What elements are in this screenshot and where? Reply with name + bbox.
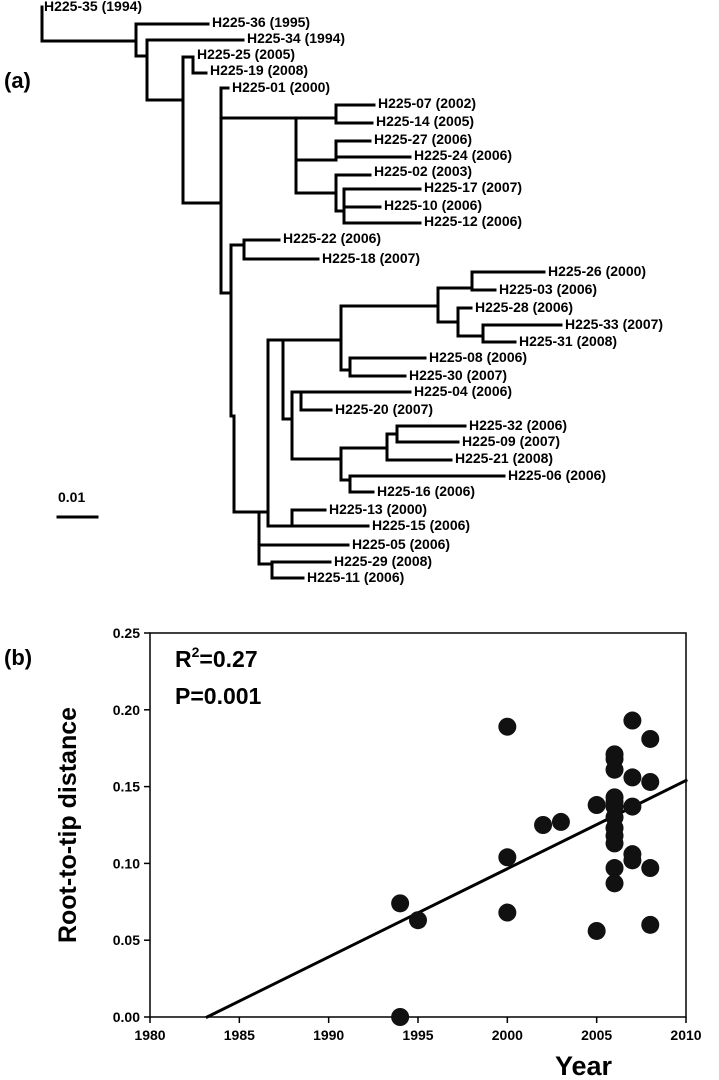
x-axis-title: Year <box>555 1051 613 1080</box>
data-point <box>641 729 660 748</box>
tree-leaf-label: H225-16 (2006) <box>377 483 475 499</box>
data-point <box>623 768 642 787</box>
x-tick-label: 2010 <box>670 1027 701 1043</box>
tree-leaf-label: H225-24 (2006) <box>414 147 512 163</box>
tree-leaf-label: H225-22 (2006) <box>283 230 381 246</box>
y-axis-ticks: 0.00 0.05 0.10 0.15 0.20 0.25 <box>113 625 150 1025</box>
data-point <box>534 816 553 834</box>
x-tick-label: 1985 <box>224 1027 255 1043</box>
tree-leaf-label: H225-04 (2006) <box>414 383 512 399</box>
y-tick-label: 0.10 <box>113 855 140 871</box>
data-point <box>587 921 606 940</box>
tree-leaf-label: H225-05 (2006) <box>352 536 450 552</box>
tree-leaf-label: H225-20 (2007) <box>335 401 433 417</box>
y-tick-label: 0.05 <box>113 932 140 948</box>
tree-leaf-label: H225-03 (2006) <box>499 281 597 297</box>
data-point <box>587 796 606 815</box>
tree-leaf-label: H225-18 (2007) <box>322 250 420 266</box>
tree-branches <box>40 5 563 580</box>
data-point <box>641 772 660 791</box>
tree-leaf-label: H225-27 (2006) <box>374 131 472 147</box>
tree-leaf-label: H225-30 (2007) <box>409 367 507 383</box>
panel-a-phylogenetic-tree: (a) H225-35 (1994) H225-36 (1995)H225-34 … <box>4 0 663 585</box>
tree-leaf-labels: H225-35 (1994) H225-36 (1995)H225-34 (199… <box>44 0 663 585</box>
tree-leaf-label: H225-12 (2006) <box>424 213 522 229</box>
data-point <box>498 903 517 922</box>
y-tick-label: 0.00 <box>113 1009 140 1025</box>
data-point <box>623 711 642 730</box>
data-point <box>391 894 410 913</box>
data-point <box>623 797 642 816</box>
tree-leaf-label: H225-13 (2000) <box>329 501 427 517</box>
tree-leaf-label: H225-21 (2008) <box>455 450 553 466</box>
tree-leaf-label: H225-06 (2006) <box>508 467 606 483</box>
tree-leaf-label: H225-26 (2000) <box>548 263 646 279</box>
y-tick-label: 0.25 <box>113 625 140 641</box>
y-tick-label: 0.15 <box>113 779 140 795</box>
data-point <box>605 760 624 779</box>
tree-leaf-label: H225-02 (2003) <box>374 163 472 179</box>
data-point <box>391 1008 410 1026</box>
data-point <box>641 859 660 878</box>
x-tick-label: 2005 <box>581 1027 612 1043</box>
tree-leaf-label: H225-10 (2006) <box>384 197 482 213</box>
data-point <box>409 911 427 930</box>
tree-leaf-label: H225-09 (2007) <box>462 433 560 449</box>
data-point <box>605 834 624 853</box>
tree-leaf-label: H225-32 (2006) <box>469 417 567 433</box>
data-point <box>623 851 642 870</box>
tree-leaf-label: H225-33 (2007) <box>565 316 663 332</box>
panel-b-label: (b) <box>4 645 32 670</box>
tree-leaf-label: H225-15 (2006) <box>372 517 470 533</box>
tree-leaf-label: H225-14 (2005) <box>376 113 474 129</box>
tree-leaf-label: H225-07 (2002) <box>378 95 476 111</box>
tree-leaf-label: H225-25 (2005) <box>197 46 295 62</box>
x-tick-label: 2000 <box>492 1027 523 1043</box>
y-axis-title: Root-to-tip distance <box>54 707 82 943</box>
data-points <box>391 711 660 1026</box>
tree-leaf-label: H225-19 (2008) <box>210 62 308 78</box>
r-squared-annotation: R2=0.27 <box>175 644 258 672</box>
tree-leaf-label: H225-08 (2006) <box>429 349 527 365</box>
tree-leaf-label: H225-31 (2008) <box>519 333 617 349</box>
scale-bar-label: 0.01 <box>58 489 85 505</box>
panel-a-label: (a) <box>4 68 31 93</box>
x-tick-label: 1980 <box>134 1027 165 1043</box>
data-point <box>641 915 660 934</box>
tree-leaf-label: H225-35 (1994) <box>44 0 142 14</box>
tree-leaf-label: H225-34 (1994) <box>247 30 345 46</box>
tree-leaf-label: H225-28 (2006) <box>475 299 573 315</box>
x-axis-ticks: 1980 1985 1990 1995 2000 2005 2010 <box>134 1017 702 1043</box>
data-point <box>498 848 517 867</box>
data-point <box>605 859 624 878</box>
tree-leaf-label: H225-36 (1995) <box>212 14 310 30</box>
data-point <box>605 874 624 893</box>
p-value-annotation: P=0.001 <box>175 683 262 709</box>
x-tick-label: 1995 <box>402 1027 433 1043</box>
tree-leaf-label: H225-01 (2000) <box>232 79 330 95</box>
tree-leaf-label: H225-11 (2006) <box>307 569 404 585</box>
data-point <box>498 717 517 736</box>
panel-b-scatter-chart: (b) 1980 1985 1990 1995 2000 2005 2010 0.000.0… <box>4 625 702 1080</box>
x-tick-label: 1990 <box>313 1027 344 1043</box>
y-tick-label: 0.20 <box>113 702 140 718</box>
tree-leaf-label: H225-17 (2007) <box>424 179 522 195</box>
data-point <box>551 812 570 831</box>
tree-leaf-label: H225-29 (2008) <box>334 553 432 569</box>
